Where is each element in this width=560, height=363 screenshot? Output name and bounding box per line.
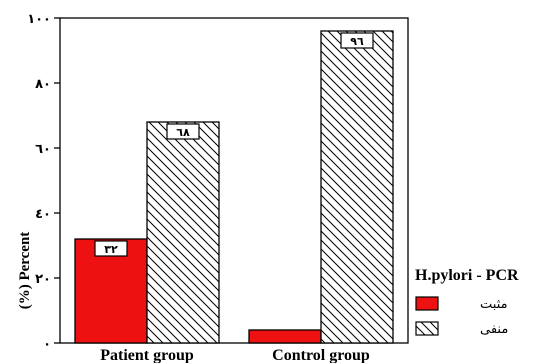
data-label-box [166, 123, 200, 140]
y-tick-label: ٨٠ [35, 77, 51, 92]
y-tick-label: ٤٠ [35, 207, 51, 222]
bar-negative [146, 121, 220, 344]
y-axis-label: (%) Percent [17, 232, 33, 310]
x-tick-label: Patient group [100, 347, 194, 363]
legend-label-negative: منفی [480, 322, 508, 337]
x-tick-label: Control group [272, 347, 370, 363]
legend-label-positive: مثبت [480, 297, 508, 312]
bar-positive [248, 329, 322, 344]
plot-area-border [59, 17, 409, 344]
legend-swatch-negative [415, 321, 439, 336]
plot-frame [59, 17, 409, 344]
data-label-box [94, 240, 128, 257]
data-label: ٩٦ [350, 35, 364, 48]
data-label: ٦٨ [176, 126, 190, 139]
legend-swatch-positive [415, 296, 439, 311]
data-label-box [340, 32, 374, 49]
y-tick-label: ٦٠ [35, 142, 51, 157]
data-label: ٣٢ [104, 243, 118, 256]
bars: ٣٢ ٦٨ ٩٦ [74, 30, 394, 344]
y-tick-label: ١٠٠ [27, 12, 51, 27]
y-tick-label: ٢٠ [35, 272, 51, 287]
y-axis: ٠ ٢٠ ٤٠ ٦٠ ٨٠ ١٠٠ (%) Percent [17, 12, 60, 352]
x-axis: Patient group Control group [100, 347, 370, 363]
bar-negative [320, 30, 394, 344]
legend: H.pylori - PCR مثبت منفی [415, 267, 519, 337]
legend-title: H.pylori - PCR [415, 267, 519, 284]
y-tick-label: ٠ [43, 337, 51, 352]
